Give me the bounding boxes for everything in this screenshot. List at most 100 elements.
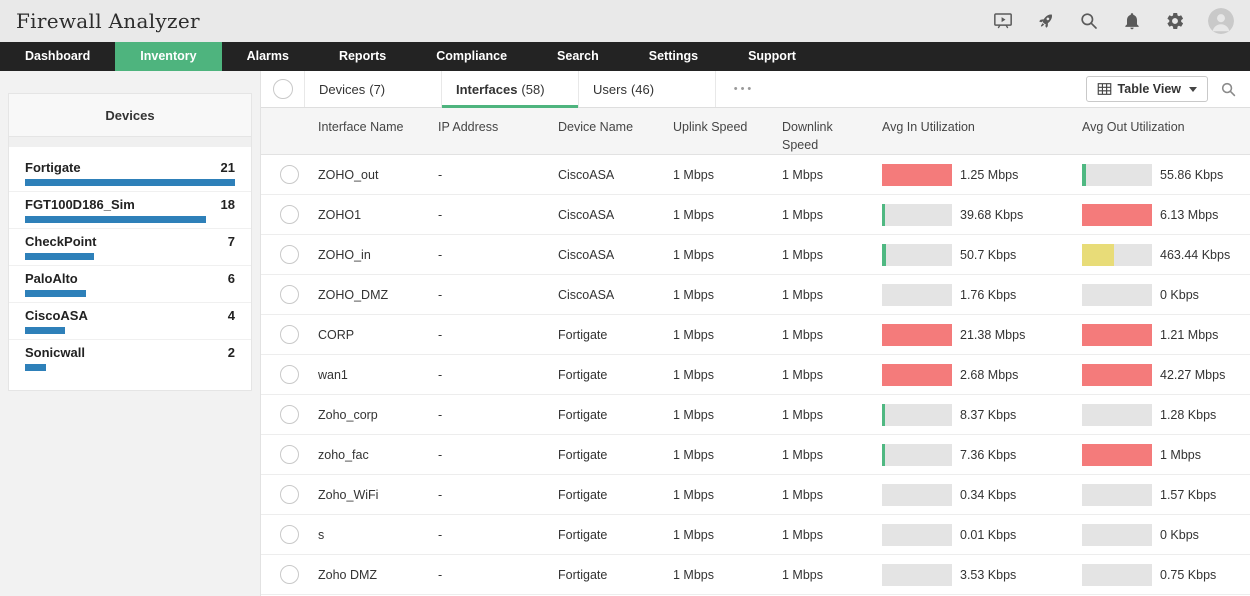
table-row[interactable]: ZOHO_out - CiscoASA 1 Mbps 1 Mbps 1.25 Mbps 55… bbox=[261, 155, 1250, 195]
device-type-row[interactable]: FGT100D186_Sim 18 bbox=[9, 192, 251, 229]
row-radio[interactable] bbox=[280, 525, 299, 544]
row-select-cell bbox=[261, 565, 318, 584]
cell-device-name: CiscoASA bbox=[558, 287, 615, 302]
cell-avg-in-utilization: 1.76 Kbps bbox=[882, 283, 1082, 306]
table-row[interactable]: s - Fortigate 1 Mbps 1 Mbps 0.01 Kbps 0 Kbps bbox=[261, 515, 1250, 555]
avg-out-utilization-bar bbox=[1082, 283, 1152, 306]
tab-devices[interactable]: Devices (7) bbox=[305, 71, 442, 107]
device-type-label: FGT100D186_Sim bbox=[25, 197, 135, 212]
nav-item-alarms[interactable]: Alarms bbox=[246, 49, 289, 63]
cell-device-name: CiscoASA bbox=[558, 207, 615, 222]
device-type-line: CheckPoint 7 bbox=[25, 234, 235, 249]
cell-uplink-speed: 1 Mbps bbox=[673, 487, 714, 502]
cell-ip-address: - bbox=[438, 327, 443, 342]
avg-in-utilization-bar bbox=[882, 363, 952, 386]
device-type-row[interactable]: PaloAlto 6 bbox=[9, 266, 251, 303]
cell-avg-out-utilization: 0.75 Kbps bbox=[1082, 563, 1250, 586]
presentation-icon[interactable] bbox=[993, 11, 1013, 31]
avg-in-utilization-bar bbox=[882, 283, 952, 306]
cell-interface-name: Zoho_corp bbox=[318, 407, 378, 422]
table-row[interactable]: Zoho DMZ - Fortigate 1 Mbps 1 Mbps 3.53 Kbps 0… bbox=[261, 555, 1250, 595]
device-type-row[interactable]: Sonicwall 2 bbox=[9, 340, 251, 376]
tabs-overflow-button[interactable]: ••• bbox=[733, 83, 755, 95]
nav-item-dashboard[interactable]: Dashboard bbox=[25, 49, 91, 63]
nav-item-reports[interactable]: Reports bbox=[338, 49, 387, 63]
nav-item-support[interactable]: Support bbox=[748, 49, 796, 63]
device-type-row[interactable]: CiscoASA 4 bbox=[9, 303, 251, 340]
nav-item-inventory[interactable]: Inventory bbox=[115, 42, 222, 71]
devices-panel-divider bbox=[9, 137, 251, 147]
table-row[interactable]: ZOHO1 - CiscoASA 1 Mbps 1 Mbps 39.68 Kbps 6.13… bbox=[261, 195, 1250, 235]
cell-interface-name: ZOHO1 bbox=[318, 207, 362, 222]
row-select-cell bbox=[261, 525, 318, 544]
avg-in-utilization-bar bbox=[882, 243, 952, 266]
avg-in-value: 0.34 Kbps bbox=[960, 487, 1017, 502]
nav-item-search[interactable]: Search bbox=[557, 49, 599, 63]
table-row[interactable]: CORP - Fortigate 1 Mbps 1 Mbps 21.38 Mbps 1.21… bbox=[261, 315, 1250, 355]
main-nav: Dashboard Inventory Alarms Reports Complianc… bbox=[0, 42, 1250, 71]
cell-ip-address: - bbox=[438, 567, 443, 582]
avg-in-value: 1.25 Mbps bbox=[960, 167, 1019, 182]
cell-avg-out-utilization: 0 Kbps bbox=[1082, 523, 1250, 546]
row-radio[interactable] bbox=[280, 245, 299, 264]
row-radio[interactable] bbox=[280, 285, 299, 304]
cell-ip-address: - bbox=[438, 367, 443, 382]
avg-out-utilization-bar bbox=[1082, 523, 1152, 546]
avg-in-utilization-bar bbox=[882, 403, 952, 426]
bar-fill bbox=[882, 403, 885, 426]
cell-uplink-speed: 1 Mbps bbox=[673, 247, 714, 262]
table-row[interactable]: zoho_fac - Fortigate 1 Mbps 1 Mbps 7.36 Kbps 1… bbox=[261, 435, 1250, 475]
select-all-cell bbox=[261, 71, 305, 107]
table-row[interactable]: Zoho_WiFi - Fortigate 1 Mbps 1 Mbps 0.34 Kbps… bbox=[261, 475, 1250, 515]
select-all-radio[interactable] bbox=[272, 79, 293, 99]
cell-ip-address: - bbox=[438, 447, 443, 462]
table-search-icon[interactable] bbox=[1220, 81, 1237, 98]
cell-interface-name: ZOHO_DMZ bbox=[318, 287, 389, 302]
row-radio[interactable] bbox=[280, 485, 299, 504]
cell-avg-out-utilization: 1 Mbps bbox=[1082, 443, 1250, 466]
device-type-row[interactable]: Fortigate 21 bbox=[9, 155, 251, 192]
avg-out-value: 463.44 Kbps bbox=[1160, 247, 1231, 262]
row-radio[interactable] bbox=[280, 445, 299, 464]
bar-fill bbox=[882, 323, 952, 346]
rocket-icon[interactable] bbox=[1036, 11, 1056, 31]
gear-icon[interactable] bbox=[1165, 11, 1185, 31]
tab-users[interactable]: Users (46) bbox=[579, 71, 716, 107]
cell-device-name: Fortigate bbox=[558, 487, 608, 502]
row-radio[interactable] bbox=[280, 205, 299, 224]
table-row[interactable]: ZOHO_DMZ - CiscoASA 1 Mbps 1 Mbps 1.76 Kbps 0 … bbox=[261, 275, 1250, 315]
table-row[interactable]: wan1 - Fortigate 1 Mbps 1 Mbps 2.68 Mbps 42.27… bbox=[261, 355, 1250, 395]
avg-out-value: 55.86 Kbps bbox=[1160, 167, 1224, 182]
table-header: Interface Name IP Address Device Name Up… bbox=[261, 108, 1250, 155]
search-icon[interactable] bbox=[1079, 11, 1099, 31]
avatar[interactable] bbox=[1208, 8, 1234, 34]
row-radio[interactable] bbox=[280, 325, 299, 344]
cell-avg-out-utilization: 1.57 Kbps bbox=[1082, 483, 1250, 506]
nav-item-compliance[interactable]: Compliance bbox=[436, 49, 508, 63]
device-type-row[interactable]: CheckPoint 7 bbox=[9, 229, 251, 266]
bar-fill bbox=[882, 163, 952, 186]
table-row[interactable]: Zoho_corp - Fortigate 1 Mbps 1 Mbps 8.37 Kbps… bbox=[261, 395, 1250, 435]
table-view-button[interactable]: Table View bbox=[1085, 76, 1208, 102]
row-radio[interactable] bbox=[280, 565, 299, 584]
table-row[interactable]: ZOHO_in - CiscoASA 1 Mbps 1 Mbps 50.7 Kbps 463… bbox=[261, 235, 1250, 275]
devices-panel: Devices Fortigate 21 FGT100D186_Sim 18 Check… bbox=[8, 93, 252, 391]
cell-device-name: Fortigate bbox=[558, 367, 608, 382]
row-select-cell bbox=[261, 205, 318, 224]
row-radio[interactable] bbox=[280, 365, 299, 384]
avg-out-value: 1.21 Mbps bbox=[1160, 327, 1219, 342]
bell-icon[interactable] bbox=[1122, 11, 1142, 31]
avg-out-utilization-bar bbox=[1082, 163, 1152, 186]
cell-interface-name: ZOHO_out bbox=[318, 167, 379, 182]
col-header-select bbox=[261, 108, 318, 154]
cell-avg-in-utilization: 8.37 Kbps bbox=[882, 403, 1082, 426]
bar-fill bbox=[882, 443, 885, 466]
cell-downlink-speed: 1 Mbps bbox=[782, 487, 823, 502]
nav-item-settings[interactable]: Settings bbox=[648, 49, 699, 63]
row-radio[interactable] bbox=[280, 165, 299, 184]
tab-interfaces[interactable]: Interfaces (58) bbox=[442, 71, 579, 108]
avg-out-value: 6.13 Mbps bbox=[1160, 207, 1219, 222]
avg-in-utilization-bar bbox=[882, 203, 952, 226]
row-radio[interactable] bbox=[280, 405, 299, 424]
col-header-uplink-speed: Uplink Speed bbox=[673, 120, 748, 134]
